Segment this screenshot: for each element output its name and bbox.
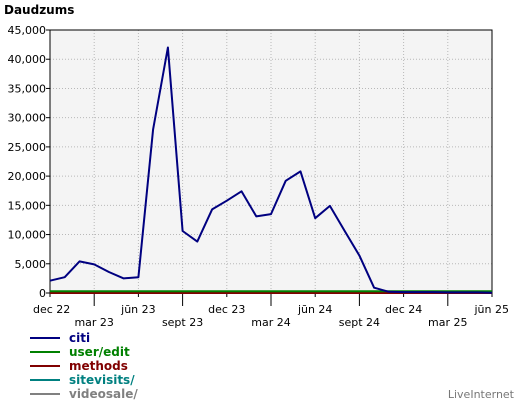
y-tick-label: 15,000 bbox=[8, 199, 47, 212]
legend-item: citi bbox=[30, 331, 138, 345]
x-tick-label: mar 24 bbox=[251, 316, 290, 329]
legend-swatch bbox=[30, 364, 60, 367]
brand-label: LiveInternet bbox=[447, 388, 514, 401]
x-tick-label: mar 23 bbox=[74, 316, 113, 329]
legend-label: videosale/ bbox=[69, 387, 138, 401]
x-tick-label: jūn 23 bbox=[120, 303, 156, 316]
legend-label: sitevisits/ bbox=[69, 373, 135, 387]
x-tick-label: mar 25 bbox=[428, 316, 467, 329]
y-tick-label: 45,000 bbox=[8, 24, 47, 37]
y-tick-label: 25,000 bbox=[8, 141, 47, 154]
legend-swatch bbox=[30, 392, 60, 395]
y-tick-label: 35,000 bbox=[8, 82, 47, 95]
y-tick-label: 10,000 bbox=[8, 229, 47, 242]
x-tick-label: jūn 24 bbox=[297, 303, 333, 316]
chart-title: Daudzums bbox=[4, 3, 75, 17]
legend-item: sitevisits/ bbox=[30, 373, 138, 387]
y-tick-label: 5,000 bbox=[15, 258, 47, 271]
series-line-citi bbox=[49, 46, 493, 294]
legend-swatch bbox=[30, 350, 60, 353]
legend-item: user/edit bbox=[30, 345, 138, 359]
legend-item: videosale/ bbox=[30, 387, 138, 401]
x-tick-label: dec 23 bbox=[208, 303, 245, 316]
legend-label: user/edit bbox=[69, 345, 130, 359]
legend-label: methods bbox=[69, 359, 128, 373]
y-tick-label: 20,000 bbox=[8, 170, 47, 183]
y-tick-label: 30,000 bbox=[8, 112, 47, 125]
x-tick-label: sept 24 bbox=[339, 316, 380, 329]
x-tick-label: dec 24 bbox=[385, 303, 422, 316]
chart-legend: citi user/edit methods sitevisits/videosale… bbox=[30, 331, 138, 401]
legend-label: citi bbox=[69, 331, 91, 345]
x-tick-label: sept 23 bbox=[162, 316, 203, 329]
y-tick-label: 40,000 bbox=[8, 53, 47, 66]
x-tick-label: jūn 25 bbox=[474, 303, 510, 316]
legend-swatch bbox=[30, 378, 60, 381]
legend-swatch bbox=[30, 336, 60, 339]
x-tick-label: dec 22 bbox=[33, 303, 70, 316]
legend-item: methods bbox=[30, 359, 138, 373]
y-tick-label: 0 bbox=[39, 287, 46, 300]
line-chart: 0 5,000 10,000 15,000 20,000 25,000 30,000 35,0… bbox=[8, 24, 510, 329]
